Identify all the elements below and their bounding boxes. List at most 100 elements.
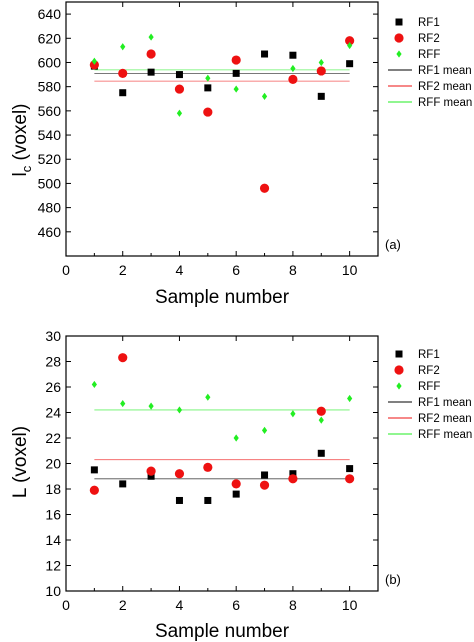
data-point-rff [290, 410, 296, 418]
legend-label: RFF mean [418, 429, 472, 441]
data-point-rf1 [90, 466, 98, 474]
data-point-rf2 [316, 406, 326, 416]
y-axis-title-rest: (voxel) [10, 103, 31, 165]
x-tick-label: 6 [232, 597, 240, 613]
x-axis-title: Sample number [155, 287, 290, 308]
data-point-rf2 [345, 36, 355, 46]
data-point-rf1 [261, 50, 269, 58]
y-tick-label: 540 [38, 127, 62, 143]
data-point-rf1 [317, 92, 325, 100]
data-point-rf2 [146, 49, 156, 59]
y-tick-label: 480 [38, 200, 62, 216]
data-point-rf2 [203, 107, 213, 117]
data-point-rff [176, 109, 183, 117]
x-tick-label: 2 [119, 597, 127, 613]
data-point-rff [318, 416, 324, 424]
y-tick-label: 560 [38, 103, 62, 119]
legend-label: RF2 [418, 365, 440, 377]
chart-panel-2: 0 2 4 6 8 101012141618202224262830RF1RF2RFFRF… [10, 328, 472, 642]
y-tick-label: 10 [45, 583, 61, 599]
data-point-rf2 [259, 480, 270, 490]
data-point-rf2 [288, 474, 298, 484]
data-point-rf1 [147, 68, 155, 76]
legend-label: RF2 mean [418, 413, 472, 425]
x-tick-label: 0 [62, 597, 70, 613]
data-point-rff [290, 64, 296, 73]
plot-frame [65, 1, 379, 257]
data-point-rff [91, 380, 97, 389]
data-point-rff [148, 33, 154, 41]
legend-label: RF1 mean [418, 65, 472, 77]
data-point-rff [120, 399, 126, 408]
y-axis-title-main: l [10, 172, 31, 176]
data-point-rf2 [174, 469, 185, 479]
data-point-rf2 [146, 466, 156, 476]
y-tick-label: 640 [38, 6, 62, 22]
data-point-rf2 [174, 84, 185, 94]
chart-panel-1: 0 2 4 6 8 10 460 480 500 520 540 560 580 600 620 640 RF1… [10, 1, 472, 308]
data-point-rf1 [119, 480, 127, 488]
data-point-rf2 [231, 479, 241, 489]
x-tick-label: 4 [176, 597, 184, 613]
x-axis-title: Sample number [155, 621, 290, 642]
data-point-rf2 [89, 485, 99, 495]
data-point-rff [261, 426, 268, 434]
data-point-rff [233, 85, 239, 93]
data-point-rff [205, 393, 211, 401]
legend-marker-rf2 [394, 365, 404, 375]
legend-label: RFF [418, 49, 440, 61]
data-point-rf1 [232, 69, 240, 77]
data-point-rf2 [316, 66, 326, 76]
data-point-rf1 [232, 490, 240, 498]
data-point-rff [91, 57, 97, 65]
y-axis-title-rest: (voxel) [10, 426, 31, 488]
data-point-rf2 [118, 68, 128, 78]
data-point-rff [347, 41, 353, 50]
legend: RF1 RF2 RFF RF1 mean RF2 mean RFF mean [388, 349, 472, 441]
x-tick-label: 0 [62, 262, 70, 278]
legend-marker-rff [396, 382, 402, 390]
y-tick-label: 14 [45, 532, 61, 548]
x-tick-label: 8 [289, 262, 297, 278]
data-point-rf1 [119, 89, 127, 97]
data-point-rf2 [288, 74, 298, 85]
data-point-rf1 [289, 470, 297, 478]
data-point-rff [176, 406, 183, 414]
legend-label: RF1 mean [418, 397, 472, 409]
data-point-rff [120, 43, 126, 51]
data-point-rf2 [89, 60, 99, 70]
data-point-rf1 [346, 465, 354, 473]
legend-marker-rf1 [395, 350, 403, 358]
legend-label: RF1 [418, 17, 440, 29]
data-point-rf1 [204, 496, 212, 504]
legend-label: RF1 [418, 349, 440, 361]
data-point-rf1 [261, 471, 269, 479]
legend-marker-rf1 [395, 18, 403, 26]
x-tick-label: 6 [232, 262, 240, 278]
data-point-rf2 [231, 55, 241, 65]
data-point-rf1 [346, 60, 354, 68]
y-axis-title-main: L [10, 488, 31, 498]
x-tick-label: 2 [119, 262, 127, 278]
legend-label: RF2 [418, 33, 440, 45]
y-tick-label: 520 [38, 151, 62, 167]
y-tick-label: 30 [45, 328, 61, 344]
y-tick-label: 22 [45, 430, 61, 446]
data-point-rf1 [289, 51, 297, 59]
y-tick-label: 28 [45, 354, 61, 370]
data-point-rff [347, 394, 353, 403]
legend-label: RF2 mean [418, 81, 472, 93]
y-tick-label: 20 [45, 456, 61, 472]
data-point-rff [261, 92, 268, 100]
y-tick-label: 580 [38, 79, 62, 95]
plot-frame [65, 335, 379, 592]
y-tick-label: 620 [38, 30, 62, 46]
panel-label: (b) [385, 572, 401, 587]
data-point-rf2 [118, 353, 128, 363]
y-axis-title-sub: c [19, 165, 34, 172]
data-point-rf1 [204, 84, 212, 92]
data-point-rff [318, 58, 324, 67]
y-tick-label: 16 [45, 507, 61, 523]
x-tick-label: 8 [289, 597, 297, 613]
